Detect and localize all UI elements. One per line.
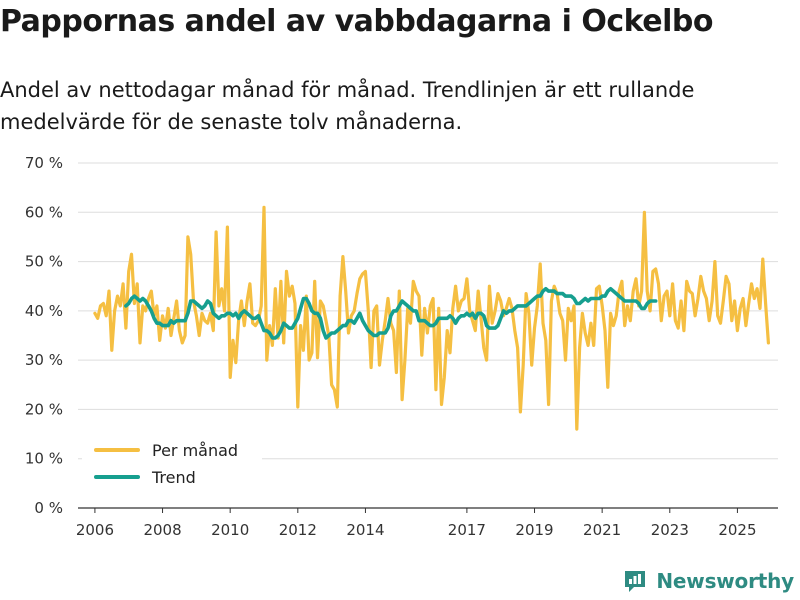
y-tick-label: 10 % <box>25 450 63 468</box>
x-tick-label: 2006 <box>76 521 114 539</box>
legend-background <box>82 432 262 494</box>
series <box>93 205 771 431</box>
series-line-trend <box>124 286 658 340</box>
x-tick-label: 2008 <box>143 521 181 539</box>
x-tick-label: 2010 <box>211 521 249 539</box>
x-tick-label: 2012 <box>279 521 317 539</box>
x-tick-label: 2025 <box>718 521 756 539</box>
y-tick-label: 0 % <box>34 499 63 517</box>
legend-label-per-manad: Per månad <box>152 441 238 460</box>
x-tick-label: 2014 <box>346 521 384 539</box>
x-tick-label: 2023 <box>651 521 689 539</box>
x-tick-label: 2017 <box>448 521 486 539</box>
brand-name: Newsworthy <box>656 569 794 593</box>
line-chart: 0 % 10 % 20 % 30 % 40 % 50 % 60 % 70 % 2006 2008… <box>25 154 778 539</box>
y-tick-label: 70 % <box>25 154 63 172</box>
newsworthy-bar-chart-icon <box>625 571 646 592</box>
x-tick-label: 2021 <box>583 521 621 539</box>
y-tick-label: 30 % <box>25 351 63 369</box>
y-tick-label: 50 % <box>25 253 63 271</box>
chart-subtitle: Andel av nettodagar månad för månad. Tre… <box>0 78 695 134</box>
series-line-per-manad <box>93 205 771 431</box>
y-tick-label: 20 % <box>25 400 63 418</box>
x-axis: 2006 2008 2010 2012 2014 2017 2019 2021 2023 2025 <box>76 508 757 539</box>
y-axis: 0 % 10 % 20 % 30 % 40 % 50 % 60 % 70 % <box>25 154 63 517</box>
y-tick-label: 60 % <box>25 203 63 221</box>
chart-title: Pappornas andel av vabbdagarna i Ockelbo <box>0 4 713 39</box>
y-tick-label: 40 % <box>25 302 63 320</box>
newsworthy-logo: Newsworthy <box>622 568 794 594</box>
legend: Per månad Trend <box>82 432 262 494</box>
x-tick-label: 2019 <box>515 521 553 539</box>
legend-label-trend: Trend <box>151 468 196 487</box>
